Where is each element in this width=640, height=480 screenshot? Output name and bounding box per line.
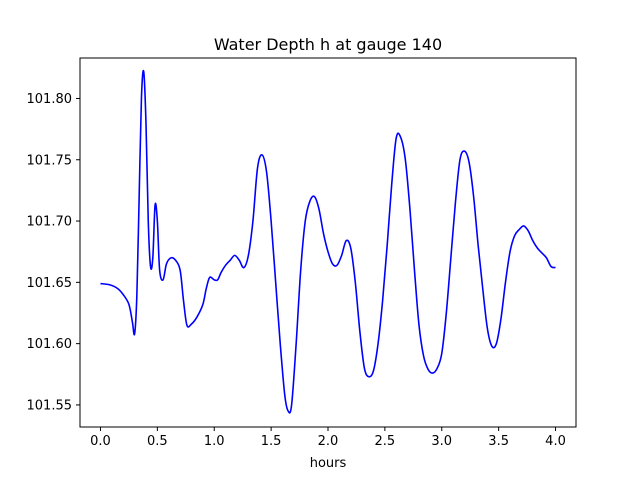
x-tick-label: 1.0 [204, 434, 225, 449]
x-tick-label: 3.0 [431, 434, 452, 449]
x-tick-label: 3.5 [488, 434, 509, 449]
plot-frame [79, 57, 577, 428]
y-tick-label: 101.65 [27, 276, 73, 291]
y-tick-label: 101.70 [27, 215, 73, 230]
x-axis: 0.0 0.5 1.0 1.5 2.0 2.5 3.0 3.5 4.0 [90, 427, 566, 449]
x-tick-label: 0.0 [90, 434, 111, 449]
y-tick-label: 101.55 [27, 398, 73, 413]
y-axis: 101.55 101.60 101.65 101.70 101.75 101.80 [27, 92, 80, 413]
x-tick-label: 1.5 [261, 434, 282, 449]
x-tick-label: 0.5 [147, 434, 168, 449]
x-tick-label: 2.5 [375, 434, 396, 449]
chart-title: Water Depth h at gauge 140 [214, 35, 442, 54]
x-axis-label: hours [310, 456, 347, 471]
y-tick-label: 101.60 [27, 337, 73, 352]
y-tick-label: 101.80 [27, 92, 73, 107]
y-tick-label: 101.75 [27, 153, 73, 168]
x-tick-label: 4.0 [545, 434, 566, 449]
plot-area [100, 69, 556, 414]
water-depth-series-line [100, 69, 556, 414]
x-tick-label: 2.0 [318, 434, 339, 449]
